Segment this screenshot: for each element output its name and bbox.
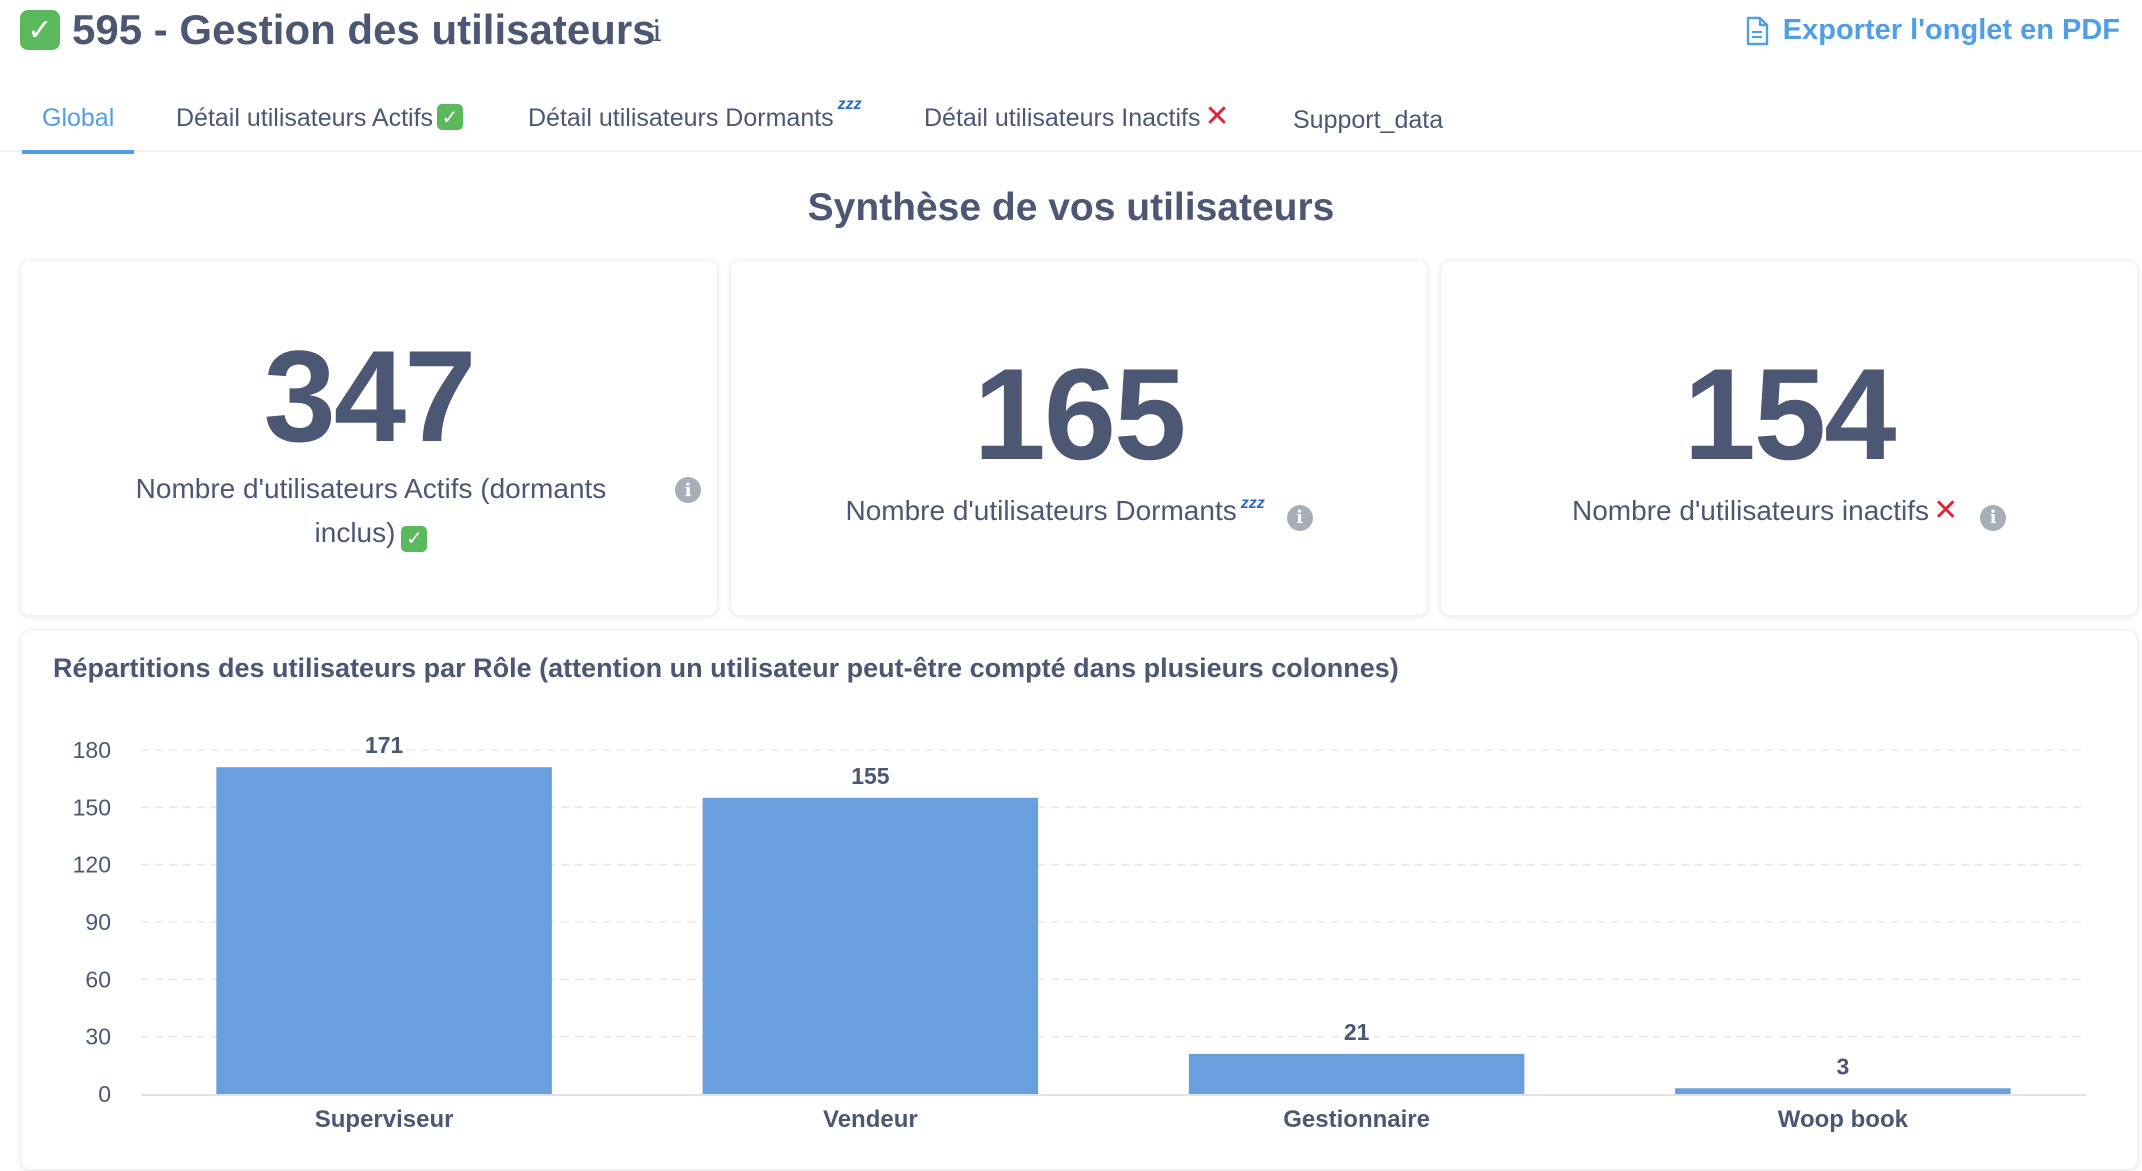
tab-label: Global [42, 104, 115, 132]
data-label: 3 [1836, 1053, 1849, 1079]
data-label: 171 [365, 732, 404, 758]
kpi-label: Nombre d'utilisateurs Dormants zzz i [731, 489, 1427, 538]
info-icon[interactable]: i [652, 14, 662, 49]
header: ✓ 595 - Gestion des utilisateurs i Expor… [0, 0, 2142, 64]
chart-title: Répartitions des utilisateurs par Rôle (… [53, 653, 1399, 683]
kpi-card-actifs: 347 Nombre d'utilisateurs Actifs (dorman… [20, 260, 718, 616]
y-tick-label: 150 [73, 794, 111, 820]
document-icon [1746, 16, 1768, 45]
y-tick-label: 90 [85, 909, 111, 935]
y-tick-label: 60 [85, 966, 111, 992]
kpi-label-text: Nombre d'utilisateurs inactifs [1572, 495, 1930, 526]
kpi-card-inactifs: 154 Nombre d'utilisateurs inactifs ✕ i [1440, 260, 2138, 616]
bar [216, 767, 552, 1094]
tab-label: Support_data [1293, 106, 1444, 134]
check-mark-icon: ✓ [401, 526, 428, 552]
info-icon[interactable]: i [1286, 505, 1313, 531]
tab-inactifs[interactable]: Détail utilisateurs Inactifs ✕ [924, 100, 1230, 150]
y-tick-label: 0 [98, 1081, 111, 1107]
info-icon[interactable]: i [675, 477, 701, 503]
tab-global[interactable]: Global [21, 104, 135, 154]
x-tick-label: Gestionnaire [1283, 1106, 1430, 1133]
cross-mark-icon: ✕ [1204, 100, 1230, 133]
kpi-card-dormants: 165 Nombre d'utilisateurs Dormants zzz i [730, 260, 1428, 616]
section-title: Synthèse de vos utilisateurs [807, 186, 1335, 229]
y-tick-label: 180 [73, 737, 111, 763]
kpi-value: 165 [973, 341, 1187, 487]
zzz-icon: zzz [837, 96, 862, 113]
kpi-label: Nombre d'utilisateurs inactifs ✕ i [1441, 489, 2137, 533]
bar [1675, 1088, 2011, 1094]
data-label: 21 [1344, 1019, 1370, 1045]
cross-mark-icon: ✕ [1933, 494, 1959, 527]
x-tick-label: Vendeur [823, 1106, 918, 1133]
kpi-label-text: Nombre d'utilisateurs Dormants [845, 495, 1237, 526]
data-label: 155 [851, 763, 890, 789]
export-pdf-label: Exporter l'onglet en PDF [1782, 14, 2120, 46]
kpi-value: 154 [1683, 341, 1897, 487]
info-icon[interactable]: i [1979, 505, 2006, 531]
y-tick-label: 30 [85, 1024, 111, 1050]
page-title: ✓ 595 - Gestion des utilisateurs [20, 6, 656, 54]
bar-chart: 0 30 60 90 120 150 180 171 Superviseur 155 Vendeur… [73, 732, 2086, 1133]
tab-label: Détail utilisateurs Dormants [528, 104, 834, 132]
tab-actifs[interactable]: Détail utilisateurs Actifs ✓ [176, 104, 464, 150]
tab-label: Détail utilisateurs Actifs [176, 104, 434, 132]
tab-bar: Global Détail utilisateurs Actifs ✓ Déta… [0, 96, 2142, 154]
chart-card: Répartitions des utilisateurs par Rôle (… [20, 630, 2138, 1170]
tab-support-data[interactable]: Support_data [1293, 106, 1443, 152]
bar [702, 797, 1039, 1094]
bar [1188, 1053, 1525, 1094]
kpi-value: 347 [263, 323, 477, 469]
y-tick-label: 120 [73, 852, 111, 878]
x-tick-label: Superviseur [315, 1106, 454, 1133]
tab-label: Détail utilisateurs Inactifs [924, 104, 1201, 132]
check-mark-icon: ✓ [437, 104, 464, 130]
kpi-label-line1: Nombre d'utilisateurs Actifs (dormants [135, 473, 607, 504]
check-mark-icon: ✓ [20, 10, 60, 50]
zzz-icon: zzz [1240, 495, 1265, 512]
kpi-label: Nombre d'utilisateurs Actifs (dormants i… [101, 467, 641, 555]
tab-dormants[interactable]: Détail utilisateurs Dormants zzz [528, 96, 862, 150]
export-pdf-button[interactable]: Exporter l'onglet en PDF [1745, 14, 2120, 47]
x-tick-label: Woop book [1778, 1106, 1909, 1133]
page-title-text: 595 - Gestion des utilisateurs [72, 6, 656, 53]
kpi-label-line2: inclus) [314, 517, 396, 548]
